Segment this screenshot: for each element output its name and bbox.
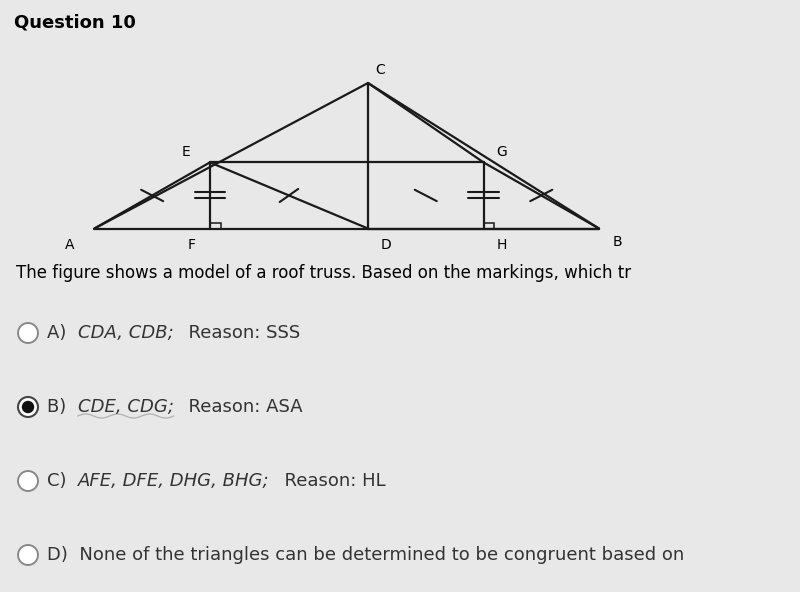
Text: F: F xyxy=(188,238,196,252)
Text: A: A xyxy=(66,238,75,252)
Text: The figure shows a model of a roof truss. Based on the markings, which tr: The figure shows a model of a roof truss… xyxy=(16,263,631,282)
Text: Question 10: Question 10 xyxy=(14,13,136,31)
Text: A): A) xyxy=(47,324,78,342)
Text: E: E xyxy=(182,146,190,159)
Text: Reason: SSS: Reason: SSS xyxy=(177,324,300,342)
Text: D: D xyxy=(381,238,392,252)
Circle shape xyxy=(18,323,38,343)
Circle shape xyxy=(18,471,38,491)
Text: Reason: HL: Reason: HL xyxy=(273,472,386,490)
Text: AFE, DFE, DHG, BHG;: AFE, DFE, DHG, BHG; xyxy=(78,472,270,490)
Text: C: C xyxy=(375,63,385,77)
Text: D)  None of the triangles can be determined to be congruent based on: D) None of the triangles can be determin… xyxy=(47,546,684,564)
Text: G: G xyxy=(496,146,507,159)
Text: B): B) xyxy=(47,398,78,416)
Text: B: B xyxy=(613,235,622,249)
Text: CDA, CDB;: CDA, CDB; xyxy=(78,324,174,342)
Circle shape xyxy=(18,397,38,417)
Text: C): C) xyxy=(47,472,78,490)
Text: Reason: ASA: Reason: ASA xyxy=(177,398,302,416)
Text: CDE, CDG;: CDE, CDG; xyxy=(78,398,174,416)
Circle shape xyxy=(22,401,34,413)
Circle shape xyxy=(18,545,38,565)
Text: H: H xyxy=(497,238,507,252)
